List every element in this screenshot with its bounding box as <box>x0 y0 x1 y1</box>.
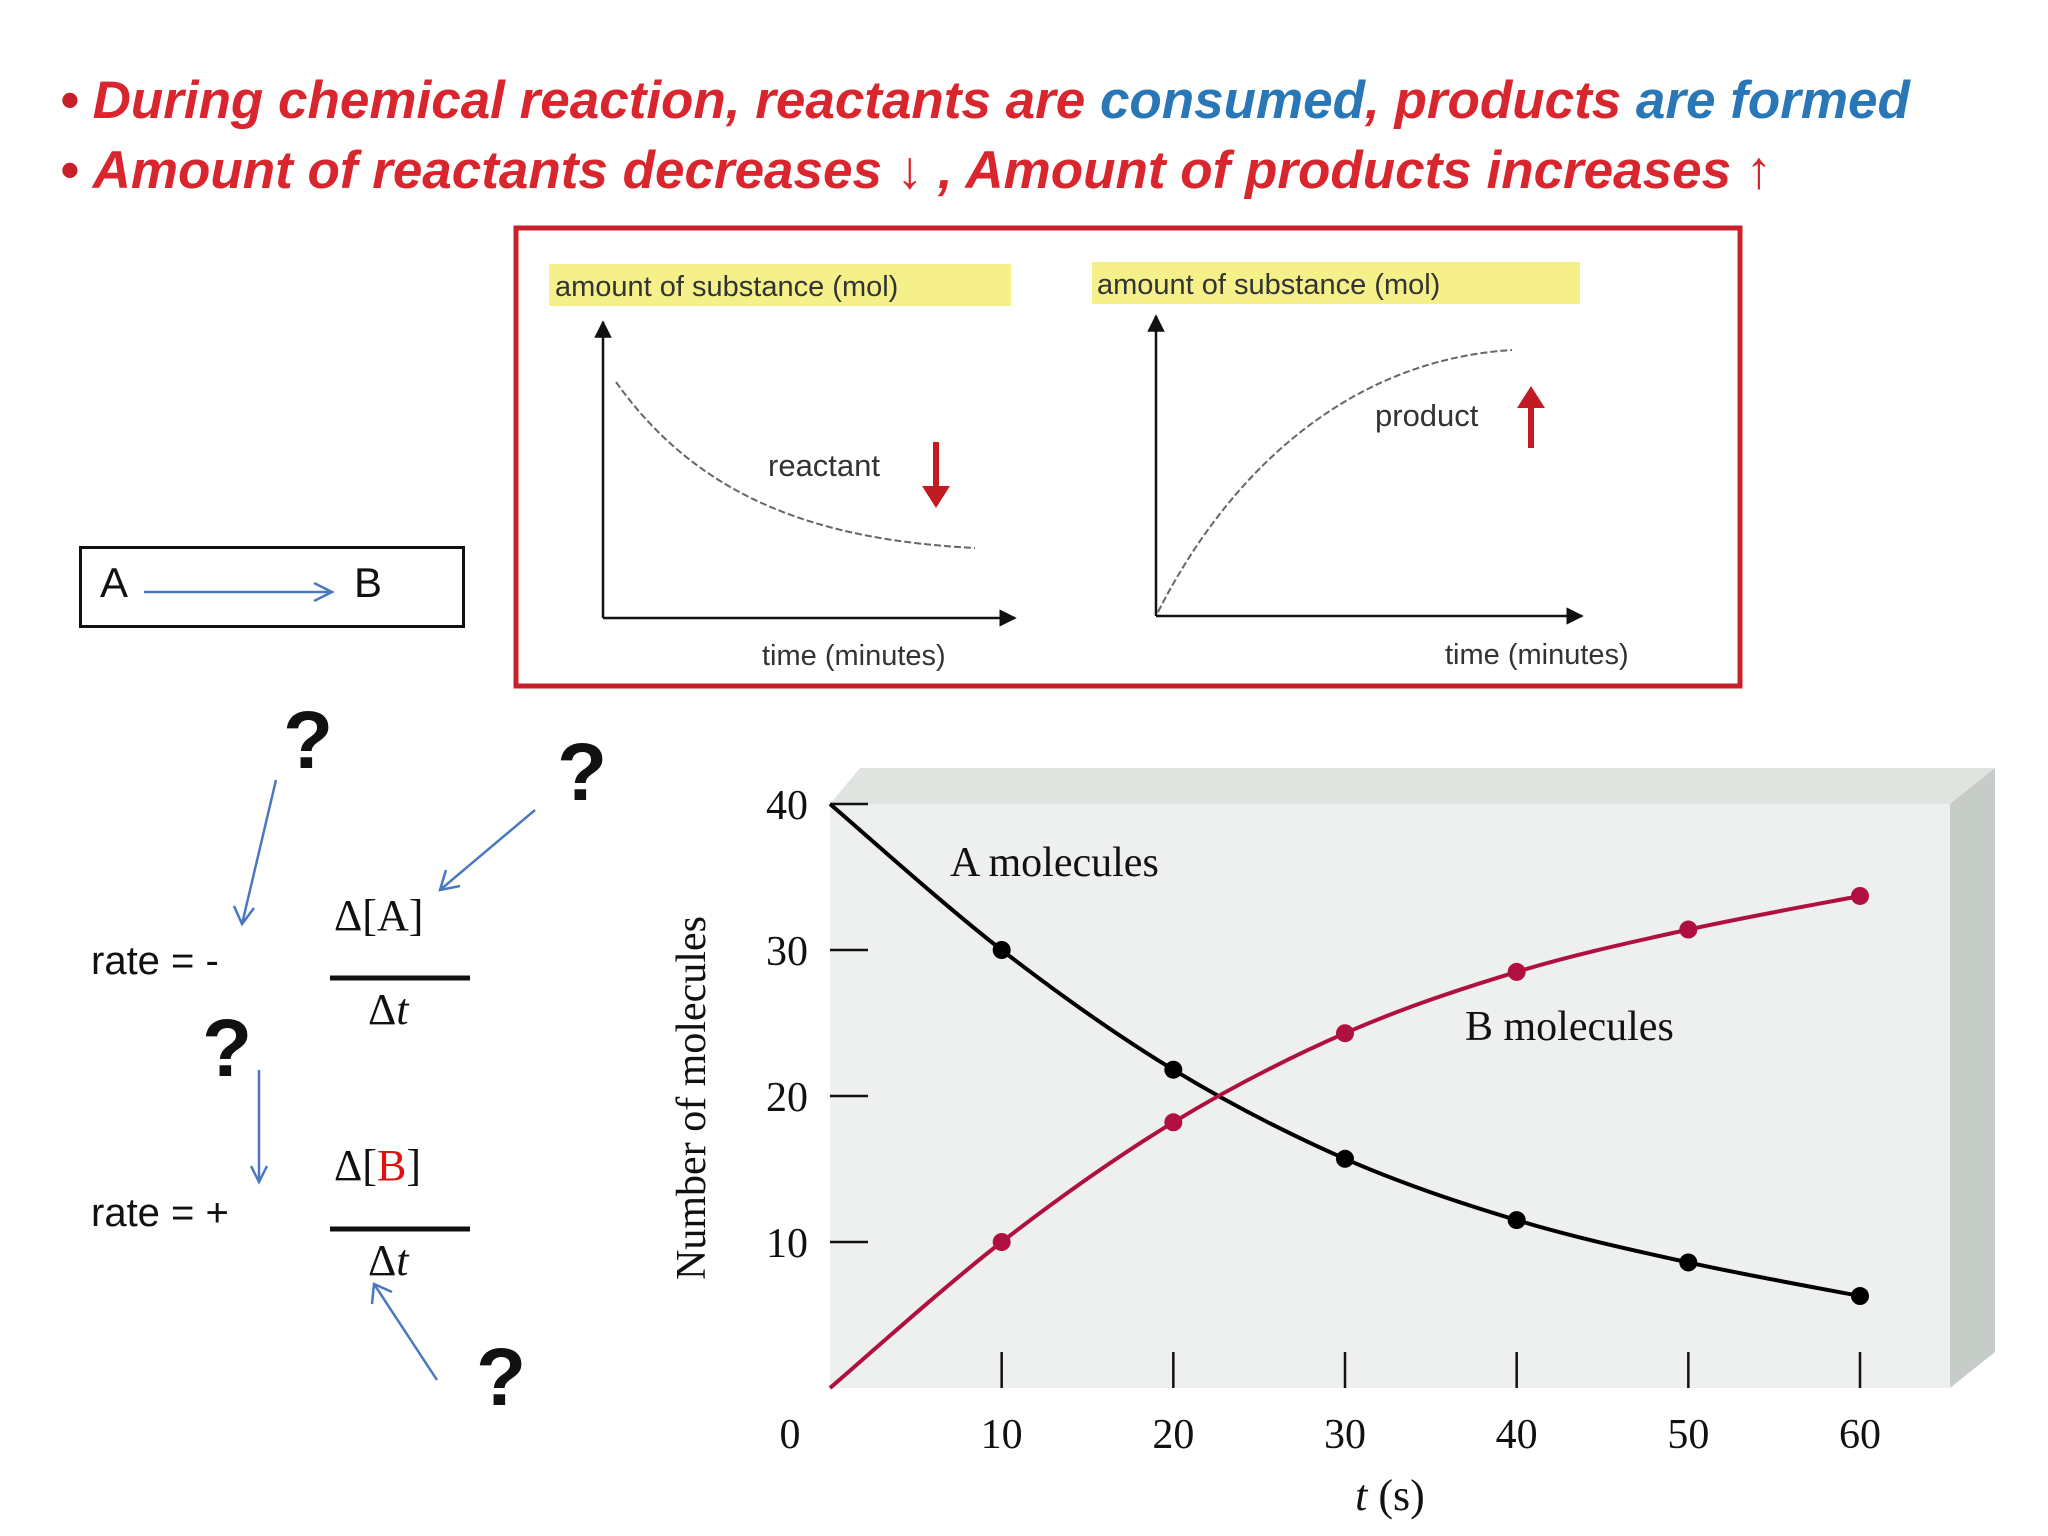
molecules-chart: 10 20 30 40 0 10 20 30 40 50 60 A molecules B mole… <box>669 768 1995 1520</box>
header-line-2: • Amount of reactants decreases ↓ , Amoun… <box>60 136 2020 206</box>
rate-b-letter: B <box>377 1141 406 1190</box>
rate-a-t: t <box>396 985 410 1034</box>
pointer-arrow-1 <box>240 779 278 925</box>
series-points <box>992 886 1869 1306</box>
line1-red-2: , products <box>1365 71 1636 130</box>
question-mark-1: ? <box>283 695 333 786</box>
line1-blue-consumed: consumed <box>1099 71 1366 130</box>
main-chart-ylabel: Number of molecules <box>669 916 715 1280</box>
pointer-arrow-3-head <box>249 1165 269 1185</box>
y-tick-label-0: 10 <box>766 1221 808 1267</box>
rate-a-prefix: rate = - <box>91 939 219 983</box>
series-0-point-5 <box>1679 1253 1698 1272</box>
question-mark-3: ? <box>202 1003 252 1094</box>
x-tick-label-5: 50 <box>1667 1412 1709 1458</box>
reaction-arrow-icon <box>144 581 335 603</box>
question-mark-2: ? <box>557 727 607 818</box>
pointer-arrow-2-head <box>438 869 461 892</box>
y-tick-label-3: 40 <box>766 783 808 829</box>
series-0-point-1 <box>992 941 1011 959</box>
bullet-dot: • <box>60 141 79 200</box>
series-0-point-6 <box>1851 1287 1869 1306</box>
reactant-curve <box>615 381 976 549</box>
rate-a-denominator: Δt <box>368 985 410 1034</box>
line1-red-1: During chemical reaction, reactants are <box>92 71 1100 130</box>
reactant-letter: A <box>100 559 129 606</box>
main-chart-xlabel: t (s) <box>1355 1471 1425 1520</box>
x-tick-label-0: 0 <box>780 1412 801 1458</box>
x-tick-label-3: 30 <box>1324 1412 1366 1458</box>
header-line-1: • During chemical reaction, reactants are… <box>60 66 2020 136</box>
reactant-chart-ylabel-highlight <box>549 264 1011 306</box>
line1-blue-formed: are formed <box>1635 71 1910 130</box>
line2-text: Amount of reactants decreases ↓ , Amount… <box>92 141 1773 200</box>
rate-b-delta: Δ <box>368 1236 396 1285</box>
reactant-down-arrow-icon <box>922 442 950 508</box>
y-tick-label-2: 30 <box>766 929 808 975</box>
series-1-point-2 <box>1164 1113 1183 1132</box>
pointer-arrow-4-head <box>370 1282 393 1305</box>
plot-top-face <box>830 768 1995 804</box>
y-tick-label-1: 20 <box>766 1075 808 1121</box>
rate-b-denominator: Δt <box>368 1236 410 1285</box>
x-tick-label-2: 20 <box>1152 1412 1194 1458</box>
bullet-dot: • <box>60 71 79 130</box>
product-chart-xlabel: time (minutes) <box>1445 639 1629 671</box>
xlabel-unit: (s) <box>1367 1471 1424 1520</box>
series-0-point-2 <box>1164 1060 1183 1079</box>
rate-equations: rate = - Δ[A] Δt rate = + Δ[B] Δt ? ? ? … <box>91 695 607 1423</box>
pointer-arrow-1-head <box>232 905 255 927</box>
rate-b-prefix: rate = + <box>91 1191 229 1235</box>
product-label: product <box>1375 398 1479 433</box>
series-1-point-1 <box>992 1233 1011 1251</box>
rate-a-numerator: Δ[A] <box>334 891 423 940</box>
reactant-chart-ylabel: amount of substance (mol) <box>555 271 898 303</box>
x-tick-label-4: 40 <box>1496 1412 1538 1458</box>
series-label-b: B molecules <box>1465 1004 1674 1050</box>
product-chart-ylabel-highlight <box>1092 262 1580 304</box>
question-mark-4: ? <box>476 1332 526 1423</box>
plot-side-face <box>1950 768 1995 1388</box>
series-1-point-3 <box>1336 1024 1354 1043</box>
header-bullets: • During chemical reaction, reactants are… <box>60 66 2020 206</box>
plot-area <box>830 804 1950 1388</box>
pointer-arrows <box>232 779 536 1381</box>
reactant-chart-xlabel: time (minutes) <box>762 640 946 672</box>
rate-a-delta: Δ <box>368 985 396 1034</box>
x-tick-label-6: 60 <box>1839 1412 1881 1458</box>
series-1-point-5 <box>1679 920 1698 939</box>
series-label-a: A molecules <box>950 840 1159 886</box>
product-chart: amount of substance (mol) product time (… <box>1092 262 1629 671</box>
x-tick-label-1: 10 <box>981 1412 1023 1458</box>
rate-b-t: t <box>396 1236 410 1285</box>
series-1-point-6 <box>1851 886 1869 905</box>
rate-b-numerator: Δ[B] <box>334 1141 421 1190</box>
reactant-chart: amount of substance (mol) reactant time … <box>549 264 1017 672</box>
series-0-point-4 <box>1507 1211 1526 1230</box>
axis-ticks: 10 20 30 40 0 10 20 30 40 50 60 <box>766 783 1881 1458</box>
product-chart-ylabel: amount of substance (mol) <box>1097 269 1440 301</box>
series-1-point-4 <box>1507 962 1526 981</box>
reactant-label: reactant <box>768 448 880 483</box>
rate-b-open: Δ[ <box>334 1141 377 1190</box>
pointer-arrow-4 <box>372 1283 439 1381</box>
product-curve <box>1157 349 1513 613</box>
series-0-point-3 <box>1336 1149 1354 1168</box>
xlabel-t: t <box>1355 1471 1369 1520</box>
pointer-arrow-2 <box>439 809 536 891</box>
product-up-arrow-icon <box>1517 386 1545 448</box>
reaction-box: A B <box>79 546 465 628</box>
rate-b-close: ] <box>406 1141 421 1190</box>
product-letter: B <box>354 559 383 606</box>
